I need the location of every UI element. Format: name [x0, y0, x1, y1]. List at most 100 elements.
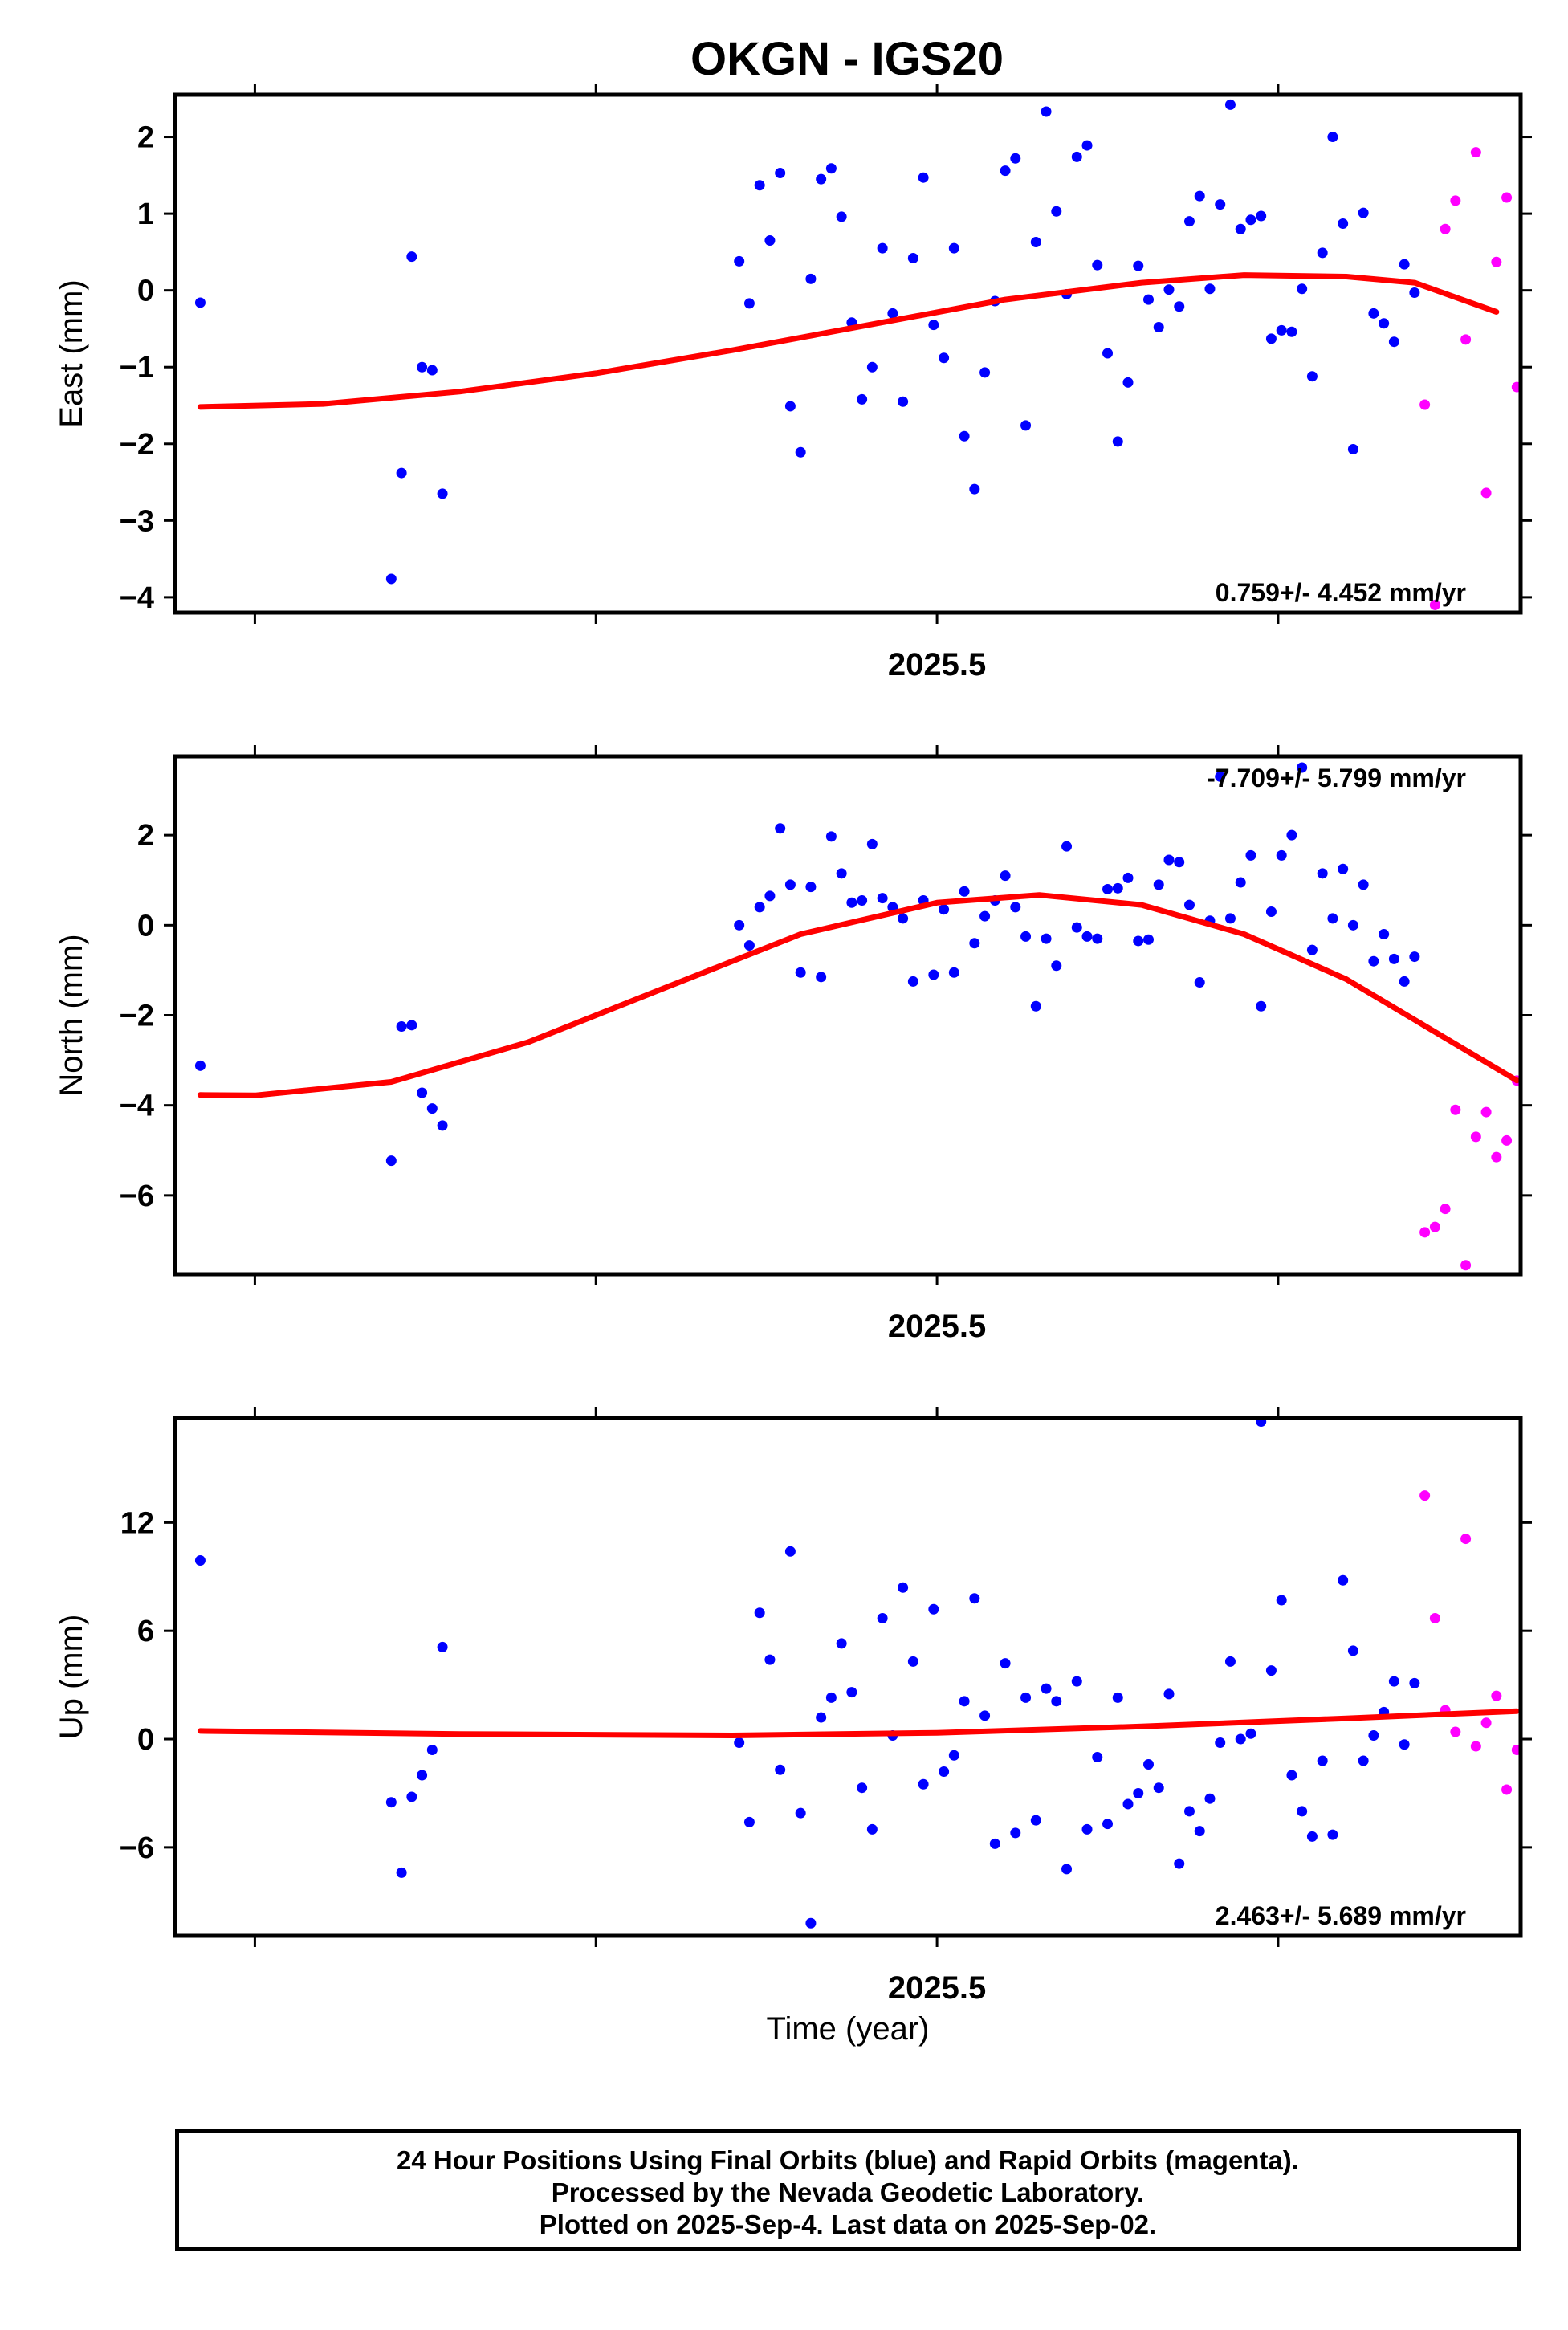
final-point	[1399, 1739, 1410, 1750]
y-tick-label: 0	[137, 1723, 154, 1757]
final-point	[1081, 1823, 1093, 1835]
rapid-point	[1440, 223, 1451, 234]
final-point	[1388, 336, 1399, 348]
final-point	[437, 1641, 448, 1652]
final-point	[1368, 308, 1379, 319]
final-point	[1347, 1645, 1358, 1656]
final-point	[1133, 935, 1144, 947]
final-point	[805, 1917, 817, 1929]
final-point	[1071, 151, 1082, 162]
rapid-point	[1470, 1131, 1481, 1143]
final-point	[969, 483, 980, 495]
footer-line-2: Processed by the Nevada Geodetic Laborat…	[551, 2177, 1145, 2207]
final-point	[743, 1816, 755, 1827]
final-point	[1163, 1688, 1175, 1700]
rapid-point	[1480, 1106, 1492, 1118]
final-point	[1051, 206, 1062, 217]
final-point	[1153, 879, 1164, 890]
final-point	[1409, 1677, 1420, 1688]
final-point	[417, 1087, 428, 1098]
final-point	[825, 831, 837, 842]
y-tick-label: 6	[137, 1615, 154, 1648]
rapid-point	[1491, 256, 1502, 267]
final-point	[1379, 318, 1390, 329]
final-point	[1215, 199, 1226, 210]
final-point	[1122, 1798, 1134, 1810]
final-point	[928, 320, 939, 331]
final-point	[1183, 899, 1195, 910]
final-point	[1235, 223, 1246, 234]
final-point	[1358, 1755, 1369, 1766]
plot-frame	[173, 754, 1523, 1277]
final-point	[1256, 1418, 1267, 1427]
rapid-point	[1419, 1490, 1431, 1501]
x-tick-label: 2025.5	[888, 1970, 986, 2006]
final-point	[426, 1103, 438, 1114]
final-point	[1142, 934, 1154, 945]
final-point	[1153, 322, 1164, 333]
final-point	[898, 396, 909, 407]
final-point	[1358, 207, 1369, 218]
rapid-point	[1491, 1151, 1502, 1163]
final-point	[1142, 1758, 1154, 1770]
final-point	[1204, 1793, 1216, 1804]
final-point	[734, 1737, 745, 1749]
final-point	[1286, 829, 1297, 841]
chart-title: OKGN - IGS20	[690, 33, 1004, 85]
rapid-point	[1511, 381, 1521, 393]
rate-annotation: 0.759+/- 4.452 mm/yr	[1216, 578, 1466, 607]
final-point	[1174, 857, 1185, 868]
final-point	[857, 1782, 868, 1794]
final-point	[1010, 153, 1021, 164]
plot-frame	[173, 92, 1523, 615]
rapid-point	[1470, 147, 1481, 158]
final-point	[754, 180, 765, 191]
panel-1: −6 −4 −2 0 2 2025.5 North (mm) -7.709+/- 5.799 …	[54, 745, 1532, 1344]
final-point	[959, 886, 970, 897]
y-axis-label: East (mm)	[54, 279, 89, 427]
final-point	[1000, 870, 1011, 882]
final-point	[907, 253, 918, 264]
final-point	[1224, 1656, 1236, 1667]
final-point	[979, 367, 991, 378]
final-point	[1215, 1737, 1226, 1749]
final-point	[1102, 1819, 1114, 1830]
final-point	[1000, 165, 1011, 177]
final-point	[1297, 283, 1308, 295]
final-point	[1142, 294, 1154, 305]
final-point	[836, 868, 847, 879]
y-tick-label: −2	[120, 1000, 154, 1033]
final-point	[764, 1654, 776, 1665]
final-point	[898, 913, 909, 924]
final-point	[743, 298, 755, 309]
y-tick-label: 2	[137, 819, 154, 853]
final-point	[1245, 849, 1256, 861]
final-point	[1133, 1787, 1144, 1798]
final-point	[816, 972, 827, 983]
final-point	[1163, 284, 1175, 295]
fit-curve	[197, 1708, 1520, 1738]
x-tick-label: 2025.5	[888, 647, 986, 682]
final-point	[734, 919, 745, 931]
final-point	[928, 1603, 939, 1615]
final-point	[1061, 841, 1073, 852]
final-point	[1245, 214, 1256, 226]
final-point	[1010, 1827, 1021, 1839]
final-point	[1061, 1864, 1073, 1875]
y-axis-label: North (mm)	[54, 934, 89, 1096]
final-point	[1256, 210, 1267, 222]
rapid-point	[1450, 1726, 1461, 1737]
footer-box: 24 Hour Positions Using Final Orbits (bl…	[175, 2129, 1521, 2251]
final-point	[406, 1791, 417, 1802]
panel-2: −6 0 6 12 2025.5 Up (mm) 2.463+/- 5.689 mm/yr	[54, 1407, 1532, 2006]
final-point	[1399, 976, 1410, 987]
final-point	[1163, 854, 1175, 866]
final-point	[1347, 919, 1358, 931]
final-point	[1020, 420, 1032, 431]
final-point	[1122, 377, 1134, 388]
final-point	[1102, 883, 1114, 894]
final-point	[1183, 1806, 1195, 1817]
final-point	[1358, 879, 1369, 890]
final-point	[385, 1797, 397, 1808]
y-tick-label: −3	[120, 504, 154, 538]
